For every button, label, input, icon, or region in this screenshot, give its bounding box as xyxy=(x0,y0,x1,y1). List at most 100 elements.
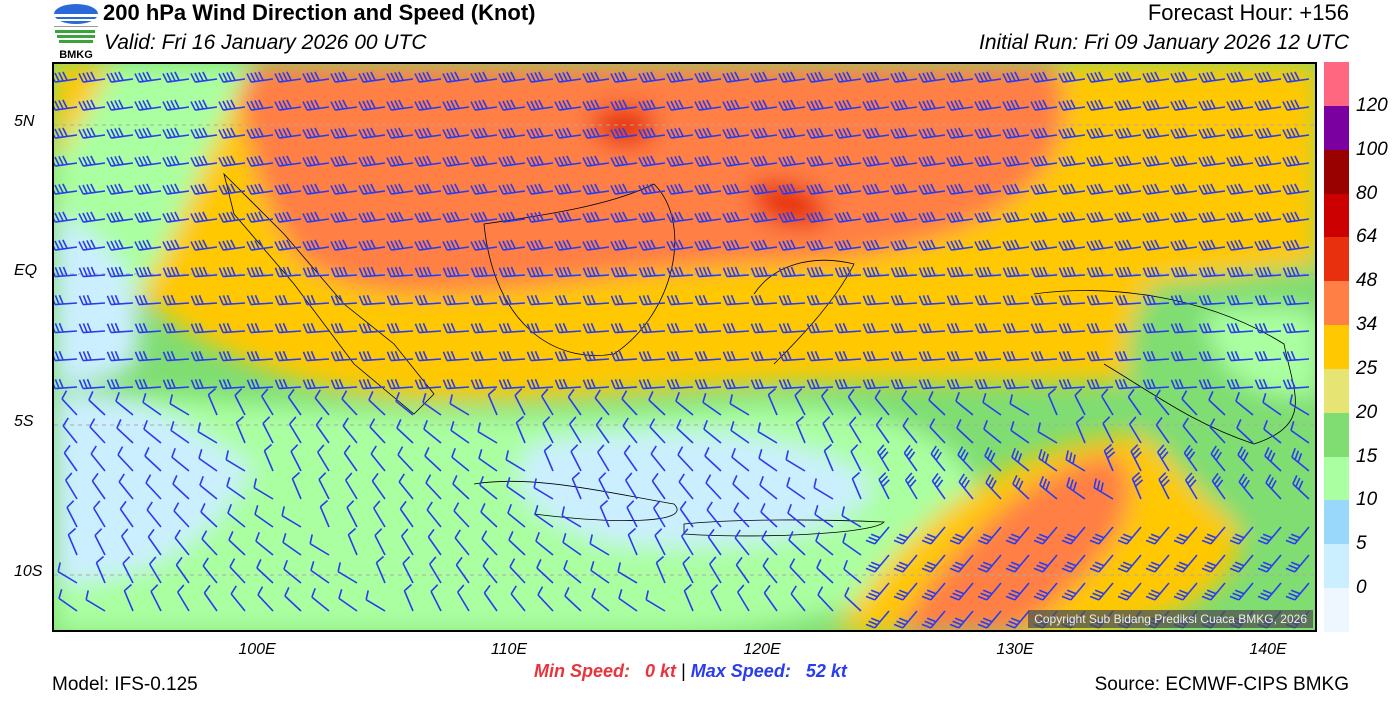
wind-barb xyxy=(470,266,498,278)
wind-barb xyxy=(722,378,750,390)
wind-barb xyxy=(316,444,330,472)
wind-barb xyxy=(134,239,162,251)
wind-barb xyxy=(162,294,190,306)
wind-barb xyxy=(946,183,974,195)
wind-barb xyxy=(865,610,890,629)
wind-barb xyxy=(730,421,750,444)
wind-barb xyxy=(1142,99,1170,111)
wind-barb xyxy=(386,266,414,278)
wind-barb xyxy=(890,378,918,390)
wind-barb xyxy=(1226,211,1254,223)
wind-barb xyxy=(170,421,190,444)
wind-barb xyxy=(977,582,1002,601)
colorbar-label: 120 xyxy=(1356,94,1388,116)
wind-barb xyxy=(386,71,414,83)
wind-barb xyxy=(1002,239,1030,251)
wind-barb xyxy=(246,71,274,83)
wind-barb xyxy=(626,500,638,528)
wind-barb xyxy=(921,610,946,629)
wind-barb xyxy=(118,473,134,500)
wind-barb xyxy=(1257,554,1282,573)
wind-barb xyxy=(918,99,946,111)
wind-barb xyxy=(1114,211,1142,223)
wind-barb xyxy=(638,183,666,195)
wind-barb xyxy=(722,127,750,139)
colorbar-bin xyxy=(1324,588,1349,632)
wind-barb xyxy=(794,388,806,416)
wind-barb xyxy=(311,587,330,612)
wind-barb xyxy=(638,266,666,278)
wind-barb xyxy=(78,211,106,223)
wind-barb xyxy=(358,71,386,83)
wind-barb xyxy=(162,127,190,139)
wind-barb xyxy=(650,445,666,472)
wind-barb xyxy=(890,183,918,195)
wind-barb xyxy=(589,534,610,556)
wind-barb xyxy=(1226,294,1254,306)
wind-barb xyxy=(330,239,358,251)
wind-barb xyxy=(1282,350,1310,362)
wind-barb xyxy=(1170,211,1198,223)
wind-barb xyxy=(890,322,918,334)
wind-barb xyxy=(67,527,78,556)
wind-barb xyxy=(487,387,498,416)
wind-barb xyxy=(806,294,834,306)
wind-barb xyxy=(470,211,498,223)
wind-barb xyxy=(246,239,274,251)
wind-barb xyxy=(666,211,694,223)
wind-barb xyxy=(190,266,218,278)
wind-barb xyxy=(1198,155,1226,167)
wind-barb xyxy=(424,447,442,472)
wind-barb xyxy=(862,294,890,306)
wind-barb xyxy=(54,294,78,306)
wind-barb xyxy=(704,447,722,472)
wind-barb xyxy=(677,446,694,472)
wind-barb xyxy=(78,155,106,167)
wind-barb xyxy=(1236,419,1254,444)
wind-barb xyxy=(371,472,386,500)
wind-barb xyxy=(481,530,498,556)
wind-barb xyxy=(1089,582,1114,601)
wind-barb xyxy=(1114,183,1142,195)
wind-barb xyxy=(106,155,134,167)
wind-barb xyxy=(78,294,106,306)
wind-barb xyxy=(1170,294,1198,306)
wind-barb xyxy=(949,610,974,629)
wind-barb xyxy=(955,391,974,416)
wind-barb xyxy=(106,266,134,278)
wind-barb xyxy=(414,294,442,306)
wind-barb xyxy=(554,350,582,362)
wind-barb xyxy=(134,211,162,223)
wind-barb xyxy=(330,350,358,362)
wind-barb xyxy=(470,155,498,167)
wind-barb xyxy=(526,211,554,223)
wind-barb xyxy=(254,505,274,528)
wind-barb xyxy=(201,530,218,556)
wind-barb xyxy=(106,183,134,195)
wind-barb xyxy=(731,447,750,472)
wind-barb xyxy=(862,239,890,251)
wind-barb xyxy=(246,350,274,362)
wind-barb xyxy=(414,350,442,362)
wind-barb xyxy=(1208,391,1226,416)
wind-barb xyxy=(806,211,834,223)
wind-barb xyxy=(946,378,974,390)
wind-barb xyxy=(281,506,302,528)
wind-barb xyxy=(78,322,106,334)
wind-barb xyxy=(274,127,302,139)
wind-barb xyxy=(890,127,918,139)
wind-barb xyxy=(134,294,162,306)
wind-barb xyxy=(1039,475,1058,500)
wind-barb xyxy=(358,155,386,167)
wind-barb xyxy=(122,556,134,584)
wind-barb xyxy=(1086,183,1114,195)
wind-barb xyxy=(946,211,974,223)
wind-barb xyxy=(582,127,610,139)
wind-barb xyxy=(246,155,274,167)
wind-barb xyxy=(1170,155,1198,167)
wind-barb xyxy=(582,239,610,251)
wind-barb xyxy=(1282,183,1310,195)
colorbar-label: 80 xyxy=(1356,182,1378,204)
wind-map[interactable]: Copyright Sub Bidang Prediksi Cuaca BMKG… xyxy=(52,62,1317,632)
wind-barb xyxy=(78,183,106,195)
